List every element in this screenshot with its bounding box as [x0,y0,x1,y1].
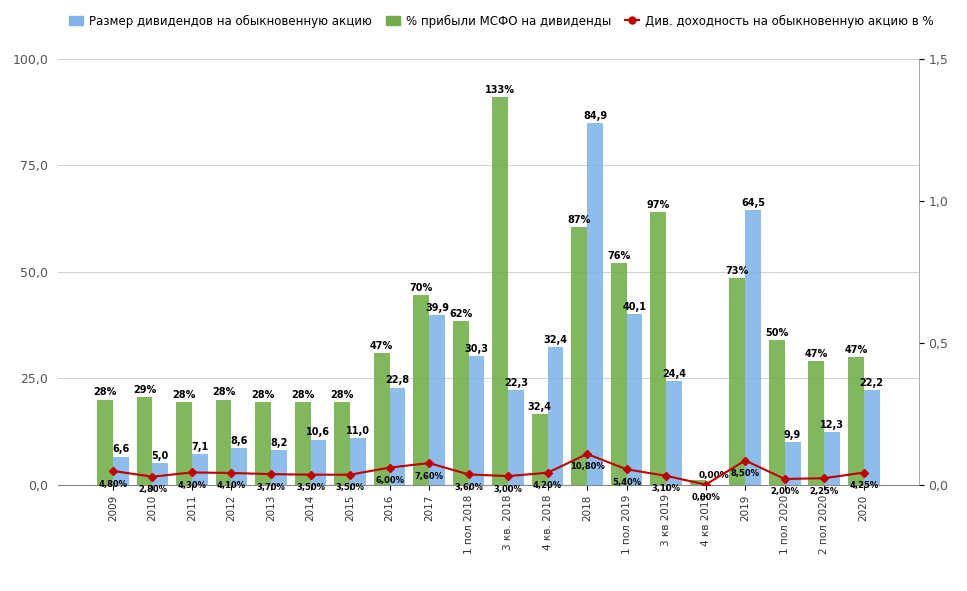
Text: 7,60%: 7,60% [415,472,444,480]
Text: 10,80%: 10,80% [570,463,604,472]
Text: 28%: 28% [212,387,235,397]
Bar [335,402,350,485]
Text: 3,60%: 3,60% [454,483,484,492]
Text: 3,50%: 3,50% [336,483,365,492]
Text: 3,10%: 3,10% [652,485,681,493]
Text: 10,6: 10,6 [307,427,331,437]
Bar [532,414,547,485]
Text: 22,3: 22,3 [504,378,528,388]
Bar [390,388,405,485]
Text: 28%: 28% [94,387,117,397]
Text: 5,0: 5,0 [152,451,169,461]
Text: 64,5: 64,5 [741,198,765,208]
Bar [492,98,508,485]
Text: 4,20%: 4,20% [533,481,562,490]
Text: 47%: 47% [805,349,828,359]
Bar [769,340,784,485]
Text: 28%: 28% [331,389,354,400]
Text: 22,8: 22,8 [386,375,409,385]
Text: 7,1: 7,1 [191,442,209,452]
Bar [611,264,627,485]
Bar [350,438,366,485]
Text: 22,2: 22,2 [860,378,884,388]
Text: 6,00%: 6,00% [375,476,404,485]
Text: 40,1: 40,1 [623,302,647,312]
Bar [153,463,168,485]
Text: 5,40%: 5,40% [612,478,641,487]
Text: 87%: 87% [568,215,591,225]
Bar [864,390,880,485]
Text: 24,4: 24,4 [662,369,686,379]
Bar [255,402,271,485]
Text: 133%: 133% [485,85,515,95]
Bar [808,361,824,485]
Bar [453,321,469,485]
Text: 3,70%: 3,70% [256,483,285,492]
Bar [508,389,524,485]
Text: 4,25%: 4,25% [849,481,878,490]
Text: 39,9: 39,9 [425,303,449,313]
Text: 8,50%: 8,50% [731,469,760,478]
Text: 70%: 70% [410,283,433,293]
Bar [113,456,129,485]
Bar [547,347,564,485]
Bar [729,278,746,485]
Legend: Размер дивидендов на обыкновенную акцию, % прибыли МСФО на дивиденды, Див. доход: Размер дивидендов на обыкновенную акцию,… [64,9,939,33]
Bar [295,402,310,485]
Bar [310,440,326,485]
Text: 32,4: 32,4 [528,402,552,413]
Bar [746,210,761,485]
Bar [192,454,208,485]
Text: 0,00%: 0,00% [698,472,729,480]
Text: 97%: 97% [647,200,670,210]
Text: 2,00%: 2,00% [770,488,799,496]
Bar [571,227,587,485]
Bar [413,296,429,485]
Text: 9,9: 9,9 [784,430,802,440]
Text: 6,6: 6,6 [112,444,130,454]
Text: 47%: 47% [844,345,867,355]
Bar [97,400,113,485]
Bar [666,381,682,485]
Text: 50%: 50% [765,328,788,338]
Text: 28%: 28% [291,389,314,400]
Text: 8,6: 8,6 [231,436,249,446]
Text: 3,00%: 3,00% [494,485,522,493]
Bar [651,212,666,485]
Text: 0,00%: 0,00% [691,493,720,502]
Bar [689,480,706,485]
Bar [271,450,287,485]
Text: 4,30%: 4,30% [178,481,207,490]
Bar [136,397,153,485]
Bar [429,315,445,485]
Bar [216,400,231,485]
Text: 11,0: 11,0 [346,426,370,436]
Text: 8,2: 8,2 [270,437,287,447]
Text: 62%: 62% [449,309,472,319]
Text: 28%: 28% [251,389,275,400]
Text: 30,3: 30,3 [464,343,488,353]
Text: 84,9: 84,9 [583,111,607,121]
Text: 76%: 76% [607,251,630,261]
Bar [373,353,390,485]
Text: 2,80%: 2,80% [138,485,167,494]
Text: 2,25%: 2,25% [809,487,838,496]
Text: 32,4: 32,4 [543,335,568,345]
Text: 12,3: 12,3 [820,420,844,430]
Bar [587,124,603,485]
Bar [469,356,484,485]
Bar [848,357,864,485]
Bar [627,314,642,485]
Text: 47%: 47% [370,340,394,350]
Text: 73%: 73% [725,266,748,276]
Text: 28%: 28% [172,389,195,400]
Text: 29%: 29% [132,385,157,395]
Bar [824,432,840,485]
Bar [176,402,192,485]
Text: 4,10%: 4,10% [217,482,246,491]
Text: 4,80%: 4,80% [99,479,128,489]
Bar [784,443,801,485]
Text: 3,50%: 3,50% [296,483,325,492]
Bar [231,448,248,485]
